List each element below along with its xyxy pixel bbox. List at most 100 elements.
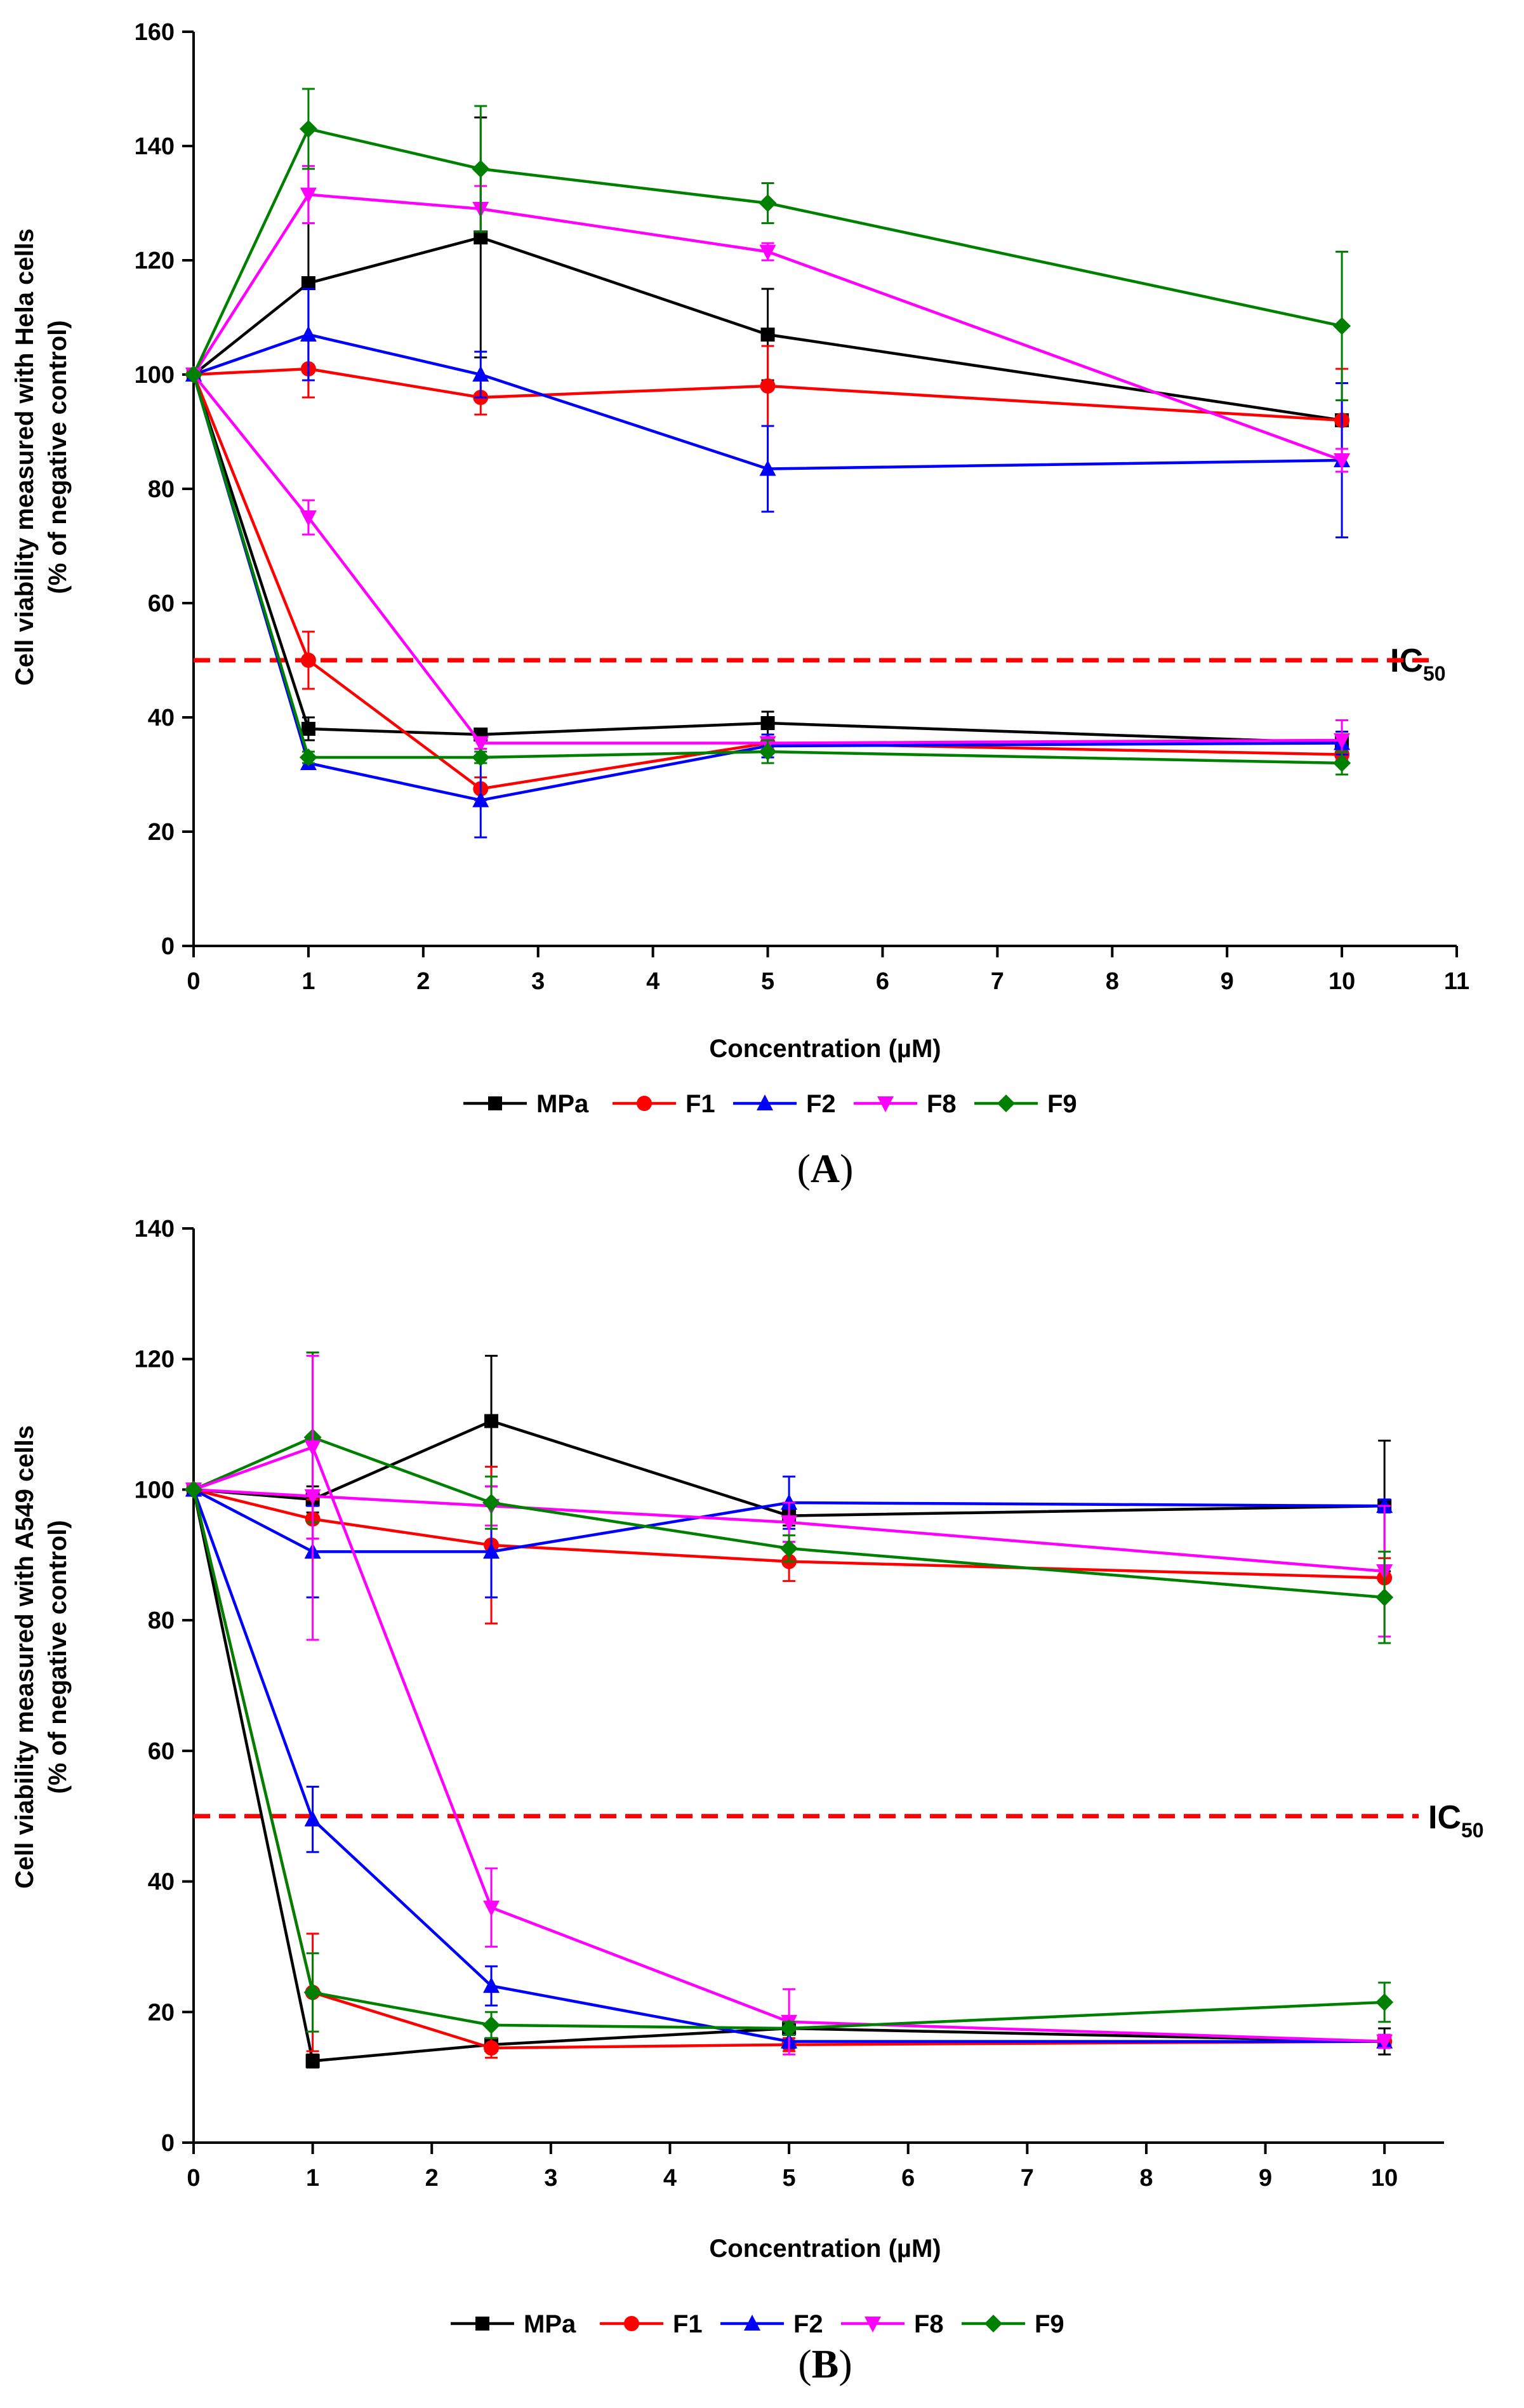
panel-b-x-tick-label: 1 <box>306 2165 319 2192</box>
panel-a-legend-label: F1 <box>686 1090 715 1118</box>
panel-a-legend-label: F2 <box>806 1090 836 1118</box>
panel-a-legend-item-f8: F8 <box>854 1090 957 1118</box>
panel-a-legend-label: F8 <box>927 1090 957 1118</box>
panel-a-y-tick-label: 0 <box>161 933 175 960</box>
panel-b-legend-item-f1: F1 <box>600 2310 703 2338</box>
panel-a-x-tick-label: 9 <box>1221 968 1234 995</box>
panel-a-legend: MPa F1 F2 F8 F9 <box>463 1090 1077 1118</box>
panel-a-data-point <box>759 194 777 212</box>
panel-b-ic50-sub: 50 <box>1461 1819 1484 1842</box>
panel-b-data-point <box>1375 1588 1394 1607</box>
panel-b-data-point <box>482 2016 501 2034</box>
panel-a-data-point <box>300 653 316 668</box>
panel-a-x-tick-label: 6 <box>876 968 889 995</box>
panel-a-data-point <box>301 722 315 736</box>
panel-a-legend-item-f2: F2 <box>733 1090 836 1118</box>
panel-a-legend-item-f9: F9 <box>974 1090 1077 1118</box>
panel-a-y-tick-label: 80 <box>148 476 175 503</box>
panel-b-legend-marker <box>984 2315 1002 2332</box>
panel-a-axes: 0 20 40 60 80 100 120 140 160 0 1 2 3 4 5 6 7 8 9 10 11 <box>135 19 1469 995</box>
panel-a-data-point <box>300 326 317 342</box>
panel-b-x-tick-label: 7 <box>1021 2165 1034 2192</box>
panel-a-series-f9 <box>185 366 1351 776</box>
panel-b-legend: MPa F1 F2 F8 F9 <box>451 2310 1064 2338</box>
panel-a-y-tick-label: 140 <box>135 133 175 160</box>
panel-b-data-point <box>304 1810 321 1826</box>
panel-b-data-point <box>1376 2034 1393 2051</box>
panel-a-y-tick-label: 60 <box>148 590 175 617</box>
panel-b-ylabel-line2: (% of negative control) <box>44 1520 72 1793</box>
panel-a-y-tick-label: 100 <box>135 362 175 389</box>
panel-b-ylabel-line1: Cell viability measured with A549 cells <box>11 1425 39 1889</box>
panel-b-y-tick-label: 100 <box>135 1477 175 1503</box>
panel-a-xlabel: Concentration (µM) <box>709 1035 941 1063</box>
panel-b-legend-label: F1 <box>673 2310 703 2338</box>
panel-a-data-point <box>759 743 777 761</box>
panel-a-x-tick-label: 5 <box>761 968 774 995</box>
panel-b-data-point <box>483 1543 500 1559</box>
panel-b-label: (B) <box>798 2341 852 2386</box>
panel-b-y-tick-label: 40 <box>148 1869 175 1896</box>
panel-b-x-tick-label: 4 <box>663 2165 677 2192</box>
panel-b-legend-item-mpa: MPa <box>451 2310 576 2338</box>
panel-b-x-tick-label: 8 <box>1139 2165 1153 2192</box>
panel-a-data-point <box>760 378 776 394</box>
panel-a-data-point <box>472 736 489 752</box>
panel-a-ylabel-line1: Cell viability measured with Hela cells <box>11 229 39 686</box>
panel-a-data-point <box>760 716 775 730</box>
panel-b-legend-marker <box>744 2315 760 2331</box>
panel-b-data-point <box>484 1414 499 1428</box>
panel-b-data-point <box>1375 1993 1394 2011</box>
panel-b-data-point <box>483 1977 500 1993</box>
panel-a-legend-marker <box>997 1094 1015 1112</box>
panel-b-data-point <box>780 1540 798 1557</box>
panel-a-data-point <box>472 748 490 766</box>
panel-a-y-tick-label: 40 <box>148 705 175 731</box>
panel-b-y-tick-label: 140 <box>135 1216 175 1242</box>
panel-a-legend-marker <box>637 1096 652 1111</box>
panel-a-legend-item-mpa: MPa <box>463 1090 589 1118</box>
panel-a-legend-label: F9 <box>1047 1090 1077 1118</box>
panel-b-x-tick-label: 2 <box>425 2165 439 2192</box>
panel-a-legend-marker <box>488 1096 502 1110</box>
panel-a-data-point <box>300 187 317 204</box>
panel-b-x-tick-label: 6 <box>901 2165 915 2192</box>
panel-b-x-tick-label: 9 <box>1259 2165 1272 2192</box>
panel-b-legend-label: F8 <box>914 2310 944 2338</box>
panel-b-y-tick-label: 60 <box>148 1738 175 1765</box>
panel-a-data-point <box>759 244 776 261</box>
panel-b-chart: Cell viability measured with A549 cells … <box>11 1216 1484 2386</box>
panel-b-y-tick-label: 0 <box>161 2130 175 2157</box>
panel-b-x-tick-label: 3 <box>544 2165 557 2192</box>
panel-a-data-point <box>300 510 317 526</box>
panel-b-series-f9 <box>185 1480 1394 2039</box>
panel-a-data-point <box>299 120 317 138</box>
panel-b-label-letter: B <box>812 2341 839 2386</box>
panel-b-xlabel: Concentration (µM) <box>709 2235 941 2263</box>
panel-b-data-point <box>781 1515 798 1531</box>
panel-a-ic50-sub: 50 <box>1423 662 1446 685</box>
panel-b-legend-marker <box>624 2316 639 2331</box>
panel-a-x-tick-label: 4 <box>646 968 659 995</box>
panel-a-ylabel-line2: (% of negative control) <box>44 320 72 594</box>
panel-b-data-point <box>305 2054 320 2068</box>
panel-a-data-point <box>299 748 317 766</box>
panel-a-data-point <box>474 230 488 244</box>
panel-a-data-point <box>185 366 202 383</box>
panel-a-data-point <box>301 276 315 290</box>
panel-a-x-tick-label: 10 <box>1329 968 1355 995</box>
panel-b-legend-item-f9: F9 <box>962 2310 1064 2338</box>
panel-a-y-tick-label: 120 <box>135 248 175 274</box>
panel-b-ic50-text: IC <box>1428 1799 1461 1836</box>
panel-b-data-point <box>482 1494 501 1512</box>
panel-a-x-tick-label: 3 <box>531 968 545 995</box>
panel-b-y-tick-label: 120 <box>135 1347 175 1373</box>
panel-b-y-tick-label: 80 <box>148 1607 175 1634</box>
panel-a-data-point <box>1334 733 1351 749</box>
panel-b-legend-marker <box>475 2317 489 2331</box>
panel-b-ic50-label: IC50 <box>1428 1799 1484 1842</box>
panel-a-legend-item-f1: F1 <box>613 1090 715 1118</box>
panel-a-y-tick-label: 160 <box>135 19 175 46</box>
panel-a-data-point <box>1334 453 1351 469</box>
